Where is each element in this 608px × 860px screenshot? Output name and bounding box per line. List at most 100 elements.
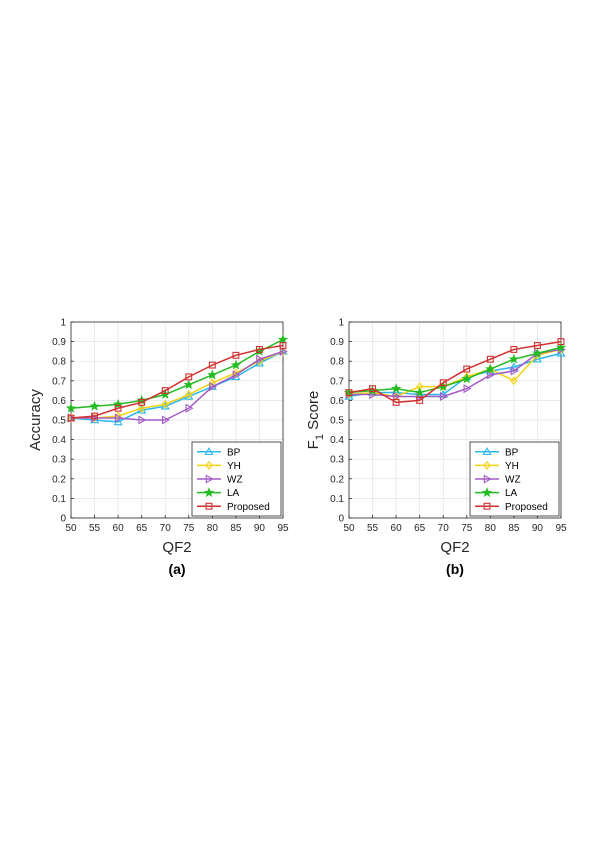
legend-label: YH (505, 461, 519, 472)
legend-label: BP (227, 447, 241, 458)
data-point-proposed (232, 351, 240, 359)
y-tick-label: 0 (338, 514, 344, 525)
y-tick-label: 1 (338, 318, 344, 329)
data-point-la (112, 398, 124, 409)
series-proposed (67, 342, 287, 422)
y-axis-label: Accuracy (27, 389, 44, 451)
x-axis-label: QF2 (162, 539, 191, 556)
data-point-proposed (208, 361, 216, 369)
x-tick-label: 85 (230, 523, 242, 534)
legend-label: LA (505, 488, 518, 499)
data-point-la (89, 400, 100, 411)
y-axis-label-main: F (305, 440, 322, 449)
y-tick-label: 0.8 (52, 357, 66, 368)
series-line-bp (348, 352, 562, 398)
data-point-proposed (416, 396, 424, 404)
data-point-la (277, 334, 289, 345)
data-point-proposed (91, 412, 99, 420)
x-tick-label: 65 (136, 523, 148, 534)
y-tick-label: 0.5 (52, 416, 66, 427)
y-tick-label: 0.9 (330, 337, 344, 348)
x-tick-label: 65 (414, 523, 426, 534)
y-tick-label: 0.3 (330, 455, 344, 466)
data-point-wz (439, 391, 448, 402)
data-point-yh (161, 399, 169, 409)
legend-entry-yh: YH (475, 460, 519, 472)
y-tick-label: 0.1 (330, 494, 344, 505)
data-point-proposed (161, 387, 169, 395)
legend-label: BP (505, 447, 519, 458)
y-tick-label: 0.6 (52, 396, 66, 407)
data-point-proposed (510, 345, 518, 353)
x-tick-label: 60 (391, 523, 403, 534)
legend-entry-la: LA (197, 487, 240, 499)
legend-entry-yh: YH (197, 460, 241, 472)
data-point-wz (209, 382, 218, 392)
y-tick-label: 0.2 (330, 474, 344, 485)
panel-label: (a) (168, 561, 185, 577)
series-line-la (348, 346, 562, 394)
data-point-wz (185, 403, 194, 413)
legend-marker (483, 474, 492, 484)
legend-marker (205, 502, 213, 510)
series-wz (67, 346, 288, 425)
data-point-proposed (486, 355, 494, 363)
x-tick-label: 75 (461, 523, 473, 534)
y-tick-label: 0.6 (330, 396, 344, 407)
data-point-la (390, 383, 402, 394)
legend-entry-bp: BP (475, 447, 519, 458)
data-point-la (485, 363, 496, 374)
legend-marker (483, 502, 491, 510)
data-point-wz (392, 391, 401, 402)
y-tick-label: 1 (60, 318, 66, 329)
legend-label: Proposed (227, 502, 270, 513)
x-tick-label: 95 (277, 523, 289, 534)
data-point-proposed (114, 404, 122, 412)
data-point-proposed (279, 342, 287, 349)
x-tick-label: 90 (254, 523, 266, 534)
x-tick-label: 50 (343, 523, 355, 534)
data-point-proposed (533, 342, 541, 349)
y-axis-label: F1 Score (305, 391, 326, 450)
data-point-la (532, 347, 543, 358)
data-point-wz (510, 366, 519, 376)
legend-entry-proposed: Proposed (197, 502, 270, 513)
panel-label: (b) (446, 561, 464, 577)
series-line-proposed (70, 344, 284, 419)
data-point-wz (463, 384, 472, 394)
data-point-proposed (138, 398, 146, 406)
data-point-la (508, 353, 520, 364)
data-point-proposed (439, 379, 447, 387)
data-point-la (414, 387, 425, 397)
legend-entry-wz: WZ (197, 474, 243, 486)
x-axis-label: QF2 (440, 539, 469, 556)
data-point-yh (138, 403, 146, 413)
x-tick-label: 55 (89, 523, 101, 534)
x-tick-label: 95 (555, 523, 567, 534)
y-tick-label: 0.1 (52, 494, 66, 505)
y-tick-label: 0.5 (330, 416, 344, 427)
legend-marker (483, 460, 491, 470)
y-axis-label-suffix: Score (305, 391, 322, 434)
data-point-wz (161, 415, 170, 425)
y-tick-label: 0.7 (330, 376, 344, 387)
data-point-proposed (185, 373, 193, 381)
legend-marker (205, 474, 214, 484)
x-tick-label: 90 (532, 523, 544, 534)
series-line-la (70, 338, 284, 409)
y-tick-label: 0.3 (52, 455, 66, 466)
series-line-proposed (348, 340, 562, 404)
x-tick-label: 75 (183, 523, 195, 534)
legend-entry-bp: BP (197, 447, 241, 458)
x-tick-label: 85 (508, 523, 520, 534)
series-la (65, 334, 289, 413)
legend-marker (203, 487, 215, 498)
data-point-la (65, 402, 77, 413)
data-point-la (230, 359, 242, 370)
data-point-la (207, 369, 218, 380)
y-tick-label: 0.4 (52, 435, 66, 446)
legend-label: LA (227, 488, 240, 499)
data-point-yh (510, 376, 518, 386)
x-tick-label: 55 (367, 523, 379, 534)
